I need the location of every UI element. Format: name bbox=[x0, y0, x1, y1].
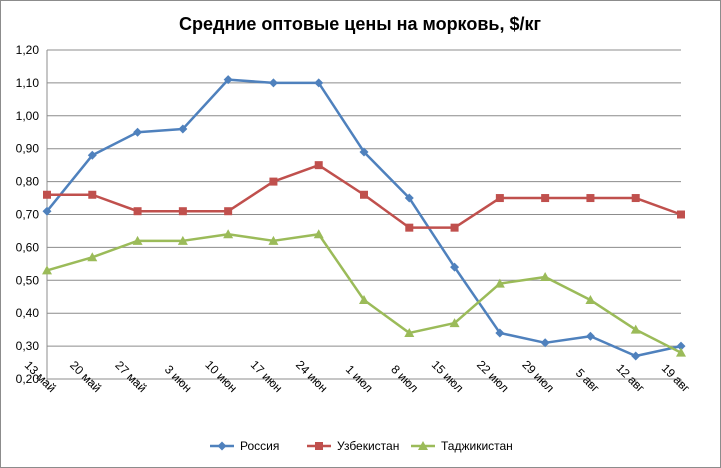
y-tick-label: 0,90 bbox=[16, 142, 40, 156]
legend: Россия Узбекистан Таджикистан bbox=[210, 439, 513, 453]
y-tick-label: 0,70 bbox=[16, 208, 40, 222]
series-3 bbox=[42, 229, 686, 357]
data-point bbox=[495, 194, 504, 203]
y-tick-label: 0,60 bbox=[16, 240, 40, 254]
data-point bbox=[676, 341, 686, 351]
data-point bbox=[132, 235, 143, 245]
data-point bbox=[313, 229, 324, 239]
data-point bbox=[269, 177, 278, 186]
data-point bbox=[133, 207, 142, 216]
y-tick-label: 1,10 bbox=[16, 76, 40, 90]
data-point bbox=[87, 252, 98, 262]
x-tick-label: 24 июн bbox=[293, 358, 330, 395]
data-point bbox=[449, 318, 460, 328]
data-point bbox=[585, 295, 596, 305]
data-point bbox=[223, 75, 233, 85]
x-tick-label: 17 июн bbox=[248, 358, 285, 395]
legend-label: Таджикистан bbox=[441, 439, 513, 453]
series-line bbox=[46, 78, 682, 358]
legend-label: Узбекистан bbox=[337, 439, 399, 453]
x-tick-label: 27 май bbox=[112, 358, 149, 395]
data-point bbox=[43, 190, 51, 199]
x-tick-label: 10 июн bbox=[202, 358, 239, 395]
data-point bbox=[177, 235, 188, 245]
data-point bbox=[133, 127, 143, 137]
series-2 bbox=[43, 161, 685, 232]
legend-item: Узбекистан bbox=[307, 439, 399, 453]
y-tick-label: 1,20 bbox=[16, 43, 40, 57]
data-point bbox=[585, 331, 595, 341]
data-point bbox=[178, 207, 187, 216]
data-point bbox=[178, 124, 188, 134]
data-point bbox=[677, 210, 685, 219]
y-tick-label: 0,30 bbox=[16, 339, 40, 353]
data-point bbox=[631, 351, 641, 361]
series-group bbox=[42, 75, 686, 361]
y-tick-label: 1,00 bbox=[16, 109, 40, 123]
data-point bbox=[676, 347, 686, 357]
x-tick-label: 19 авг bbox=[659, 361, 693, 395]
data-point bbox=[268, 78, 278, 88]
data-point bbox=[87, 150, 97, 160]
data-point bbox=[450, 262, 460, 272]
chart-title: Средние оптовые цены на морковь, $/кг bbox=[179, 14, 541, 34]
series-line bbox=[46, 232, 682, 354]
data-point bbox=[541, 194, 550, 203]
data-point bbox=[495, 328, 505, 338]
gridlines bbox=[47, 49, 681, 347]
data-point bbox=[314, 161, 323, 170]
x-tick-label: 22 июл bbox=[474, 358, 512, 396]
x-tick-label: 20 май bbox=[67, 358, 104, 395]
data-point bbox=[631, 194, 640, 203]
data-point bbox=[450, 223, 459, 232]
data-point bbox=[540, 338, 550, 348]
data-point bbox=[404, 193, 414, 203]
data-point bbox=[88, 190, 97, 199]
x-tick-label: 12 авг bbox=[613, 361, 647, 395]
data-point bbox=[268, 235, 279, 245]
data-point bbox=[359, 295, 369, 305]
legend-marker bbox=[315, 442, 323, 450]
data-point bbox=[540, 272, 551, 282]
x-axis-ticks: 13 май 20 май 27 май 3 июн 10 июн 17 июн 24 ию… bbox=[22, 358, 693, 396]
data-point bbox=[314, 78, 324, 88]
data-point bbox=[359, 147, 369, 157]
x-tick-label: 15 июл bbox=[429, 358, 467, 396]
y-tick-label: 0,80 bbox=[16, 175, 40, 189]
data-point bbox=[224, 207, 233, 216]
data-point bbox=[360, 190, 368, 199]
legend-marker bbox=[418, 441, 428, 450]
legend-marker bbox=[217, 441, 227, 451]
data-point bbox=[404, 327, 415, 337]
x-tick-label: 29 июл bbox=[519, 358, 557, 396]
data-point bbox=[586, 194, 595, 203]
series-1 bbox=[42, 75, 686, 361]
legend-item: Россия bbox=[210, 439, 279, 453]
data-point bbox=[405, 223, 414, 232]
y-axis-ticks: 0,20 0,30 0,40 0,50 0,60 0,70 0,80 0,90 1,00 1,10… bbox=[16, 43, 40, 386]
y-tick-label: 0,20 bbox=[16, 372, 40, 386]
legend-label: Россия bbox=[240, 439, 279, 453]
data-point bbox=[223, 229, 234, 239]
data-point bbox=[42, 265, 52, 275]
data-point bbox=[42, 206, 52, 216]
y-tick-label: 0,40 bbox=[16, 306, 40, 320]
x-tick-label: 5 авг bbox=[573, 366, 603, 396]
data-point bbox=[494, 278, 505, 288]
data-point bbox=[630, 324, 641, 334]
legend-item: Таджикистан bbox=[411, 439, 513, 453]
y-tick-label: 0,50 bbox=[16, 273, 40, 287]
